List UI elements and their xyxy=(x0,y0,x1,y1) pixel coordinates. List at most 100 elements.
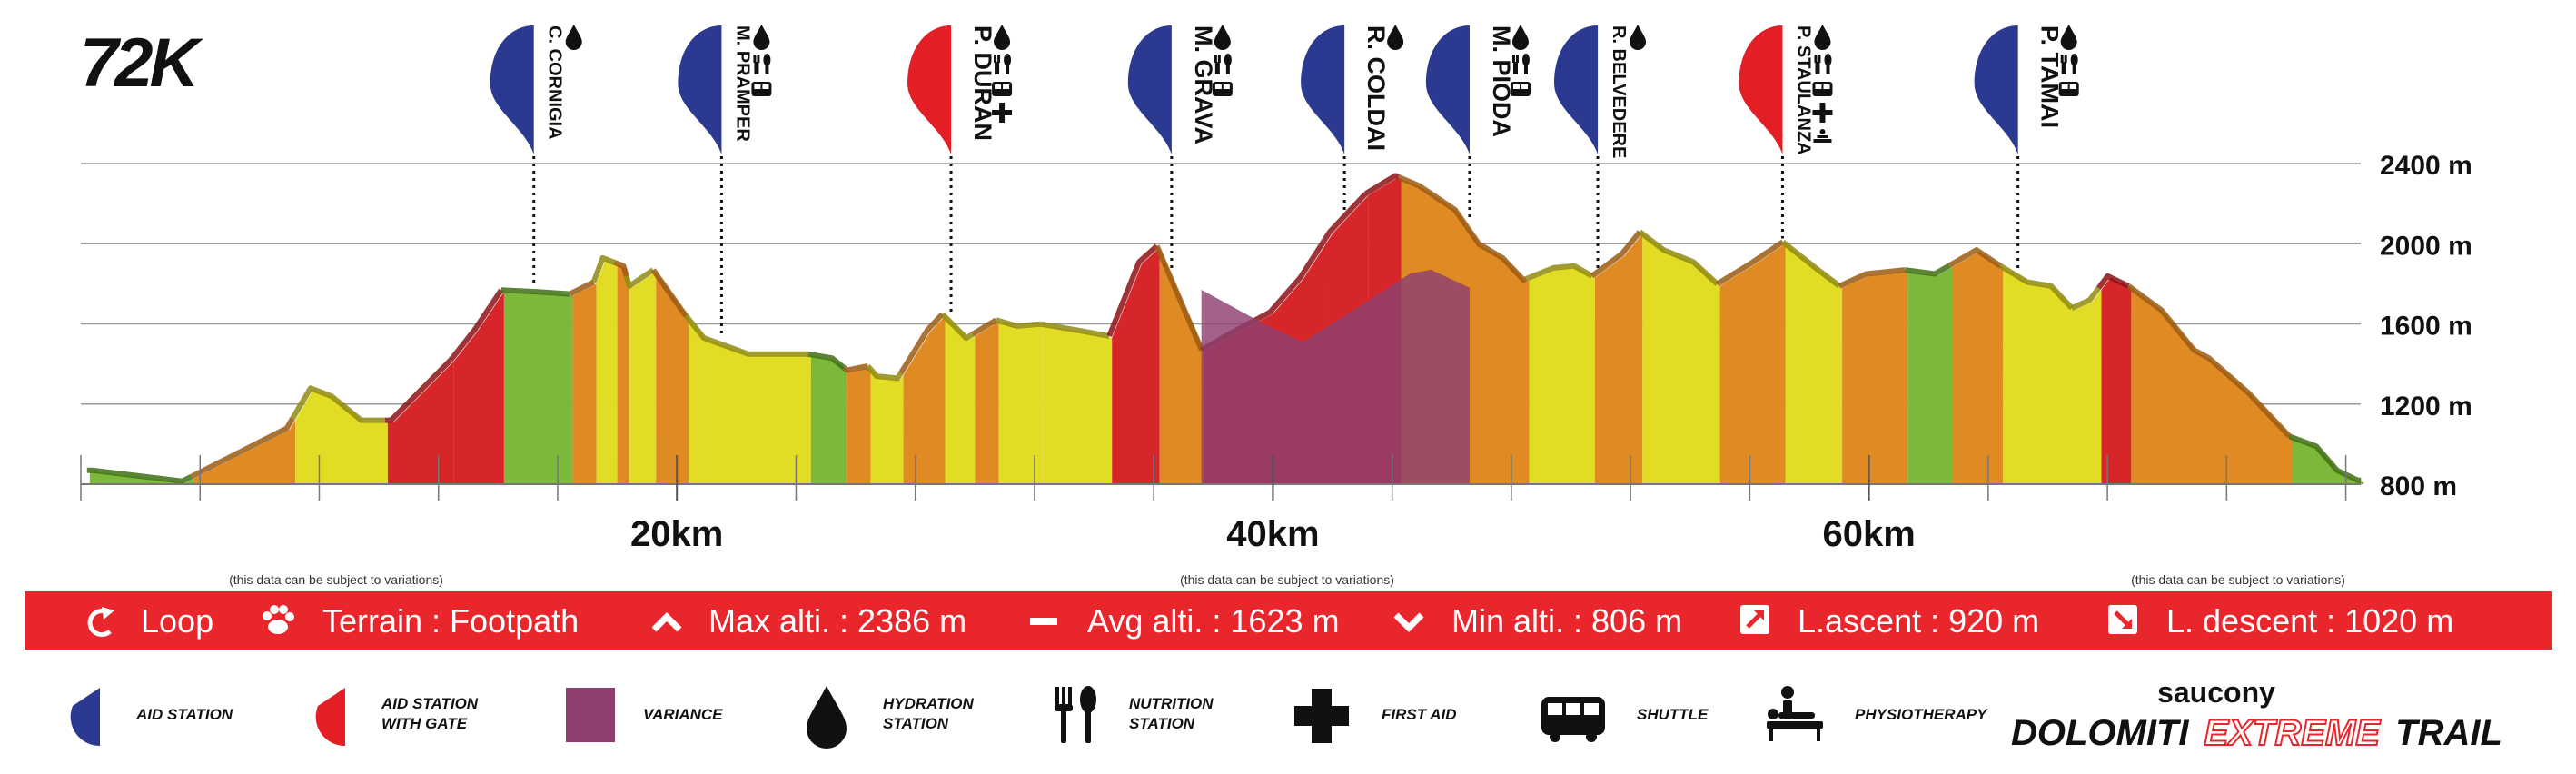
x-tick-label: 60km xyxy=(1822,514,1915,554)
bus-window-icon xyxy=(2061,84,2068,89)
fork-icon xyxy=(994,55,997,63)
profile-segment-edge xyxy=(842,363,869,373)
fork-icon xyxy=(1511,55,1515,63)
profile-segment-edge xyxy=(86,467,193,484)
stat-ascent: L.ascent : 920 m xyxy=(1798,602,2039,640)
fork-tine-icon xyxy=(1818,55,1821,63)
profile-segment-edge xyxy=(1590,230,1642,279)
aid-gate-pin-icon xyxy=(907,25,952,154)
fork-tine-icon xyxy=(1515,55,1519,63)
stats-banner: Loop Terrain : Footpath Max alti. : 2386… xyxy=(25,591,2552,650)
bus-window-icon xyxy=(1815,84,1822,89)
descent-icon xyxy=(2108,605,2137,634)
profile-segment xyxy=(1594,233,1643,484)
fork-handle-icon xyxy=(2061,62,2066,74)
hydration-drop-icon xyxy=(1814,25,1831,50)
x-tick-label: 20km xyxy=(630,514,723,554)
profile-segment-edge xyxy=(1998,263,2075,311)
bus-window-icon xyxy=(1003,84,1010,89)
profile-segment xyxy=(689,317,755,484)
y-tick-label: 800 m xyxy=(2380,471,2457,501)
knife-icon xyxy=(1224,54,1232,66)
profile-segment xyxy=(1907,267,1953,484)
profile-segment-edge xyxy=(1525,263,1594,282)
profile-segment xyxy=(656,272,689,484)
brand-trail: TRAIL xyxy=(2395,713,2502,753)
profile-segment xyxy=(1529,267,1595,484)
profile-segment-edge xyxy=(448,288,504,362)
legend-hydration: HYDRATION STATION xyxy=(883,695,978,732)
y-tick-label: 1200 m xyxy=(2380,392,2472,422)
profile-segment-edge xyxy=(1948,247,2002,269)
profile-segment xyxy=(1159,247,1204,484)
profile-segment-edge xyxy=(1838,267,1906,289)
profile-segment-edge xyxy=(1464,224,1528,283)
chevron-up-icon xyxy=(651,612,682,632)
y-tick-label: 2000 m xyxy=(2380,231,2472,261)
profile-segment-edge xyxy=(650,268,689,318)
station-name: R. BELVEDERE xyxy=(1609,25,1629,158)
ascent-icon xyxy=(1740,605,1769,634)
bus-window-icon xyxy=(995,84,1002,89)
profile-segment xyxy=(903,315,946,484)
hydration-drop-icon xyxy=(1630,25,1647,50)
profile-segment xyxy=(1043,325,1113,484)
y-tick-label: 2400 m xyxy=(2380,151,2472,181)
knife-handle-icon xyxy=(1826,64,1830,74)
station-name: C. CORNIGIA xyxy=(545,25,565,140)
station-marker: M. PRAMPER xyxy=(678,25,772,339)
fork-handle-icon xyxy=(1214,62,1220,74)
aid-station-pin-icon xyxy=(1301,25,1345,154)
legend-aid-gate: AID STATION WITH GATE xyxy=(381,695,482,732)
knife-icon xyxy=(2070,54,2078,66)
first-aid-cross-icon xyxy=(992,103,1013,123)
station-marker: M. GRAVA xyxy=(1127,25,1233,269)
bus-window-icon xyxy=(1223,84,1230,89)
stat-max-alt: Max alti. : 2386 m xyxy=(708,602,966,640)
profile-segment-edge xyxy=(1638,229,1719,286)
profile-segment xyxy=(453,292,504,484)
profile-segment-edge xyxy=(190,416,295,480)
elevation-profile xyxy=(86,173,2364,485)
brand-saucony: saucony xyxy=(2157,676,2275,709)
profile-segment xyxy=(596,259,618,484)
fork-tine-icon xyxy=(2064,55,2067,63)
hydration-drop-icon xyxy=(994,25,1011,50)
bus-window-icon xyxy=(1521,84,1528,89)
fork-icon xyxy=(1814,55,1818,63)
station-name: P. DURAN xyxy=(969,25,996,141)
profile-segment xyxy=(2003,267,2076,484)
aid-station-pin-icon xyxy=(1425,25,1470,154)
aid-station-pin-icon xyxy=(1974,25,2018,154)
brand-extreme: EXTREME xyxy=(2204,713,2382,753)
knife-icon xyxy=(1824,54,1832,66)
legend-variance: VARIANCE xyxy=(643,706,723,723)
profile-segment-edge xyxy=(1321,192,1368,243)
disclaimer-left: (this data can be subject to variations) xyxy=(229,572,443,587)
profile-segment xyxy=(1785,243,1843,484)
profile-segment-edge xyxy=(384,358,453,423)
fork-handle-icon xyxy=(995,62,1000,74)
profile-segment-edge xyxy=(290,385,385,423)
profile-segment-edge xyxy=(1106,243,1159,338)
first-aid-cross-icon xyxy=(1812,103,1833,123)
legend-physiotherapy: PHYSIOTHERAPY xyxy=(1855,706,1988,723)
profile-segment-edge xyxy=(569,279,595,297)
variance-overlay xyxy=(1201,269,1470,484)
stat-loop: Loop xyxy=(141,602,213,640)
aid-gate-pin-icon xyxy=(1739,25,1783,154)
station-name: M. PRAMPER xyxy=(732,25,752,142)
hydration-drop-icon xyxy=(1387,25,1404,50)
profile-segment xyxy=(2101,277,2132,484)
profile-segment xyxy=(1642,233,1720,484)
knife-icon xyxy=(763,54,771,66)
race-title: 72K xyxy=(80,25,204,102)
disclaimer-right: (this data can be subject to variations) xyxy=(2131,572,2345,587)
profile-segment xyxy=(945,315,976,484)
fork-icon xyxy=(753,55,757,63)
knife-handle-icon xyxy=(1523,64,1528,74)
profile-segment xyxy=(1469,228,1530,484)
profile-segment xyxy=(387,362,454,484)
fork-handle-icon xyxy=(1512,62,1518,74)
profile-segment-edge xyxy=(613,260,629,277)
